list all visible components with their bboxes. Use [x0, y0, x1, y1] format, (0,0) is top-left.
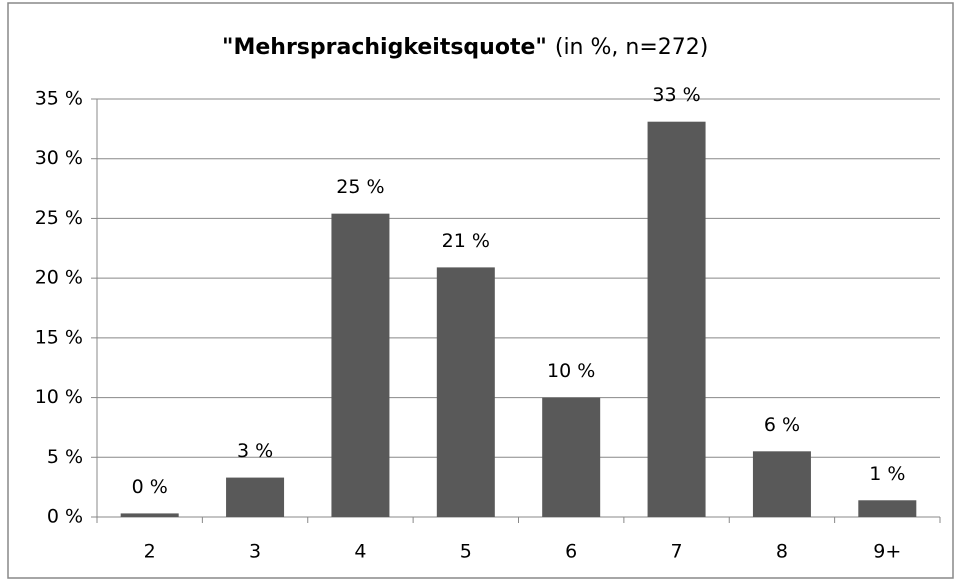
y-tick-label: 30 % — [35, 147, 83, 169]
y-tick-label: 0 % — [47, 506, 83, 528]
y-tick-label: 15 % — [35, 326, 83, 348]
data-label: 6 % — [764, 414, 800, 436]
x-tick-label: 3 — [249, 541, 261, 563]
x-tick-label: 4 — [354, 541, 366, 563]
data-label: 21 % — [442, 230, 490, 252]
y-tick-label: 35 % — [35, 88, 83, 110]
y-tick-label: 10 % — [35, 386, 83, 408]
x-tick-label: 8 — [776, 541, 788, 563]
chart-title: "Mehrsprachigkeitsquote" — [222, 35, 547, 60]
x-tick-label: 5 — [460, 541, 472, 563]
data-label: 0 % — [132, 476, 168, 498]
bar — [120, 513, 179, 517]
y-tick-label: 20 % — [35, 267, 83, 289]
x-tick-label: 2 — [144, 541, 156, 563]
bar — [542, 397, 601, 517]
data-label: 33 % — [652, 84, 700, 106]
y-tick-label: 25 % — [35, 207, 83, 229]
bar — [858, 500, 917, 517]
chart-subtitle: (in %, n=272) — [555, 35, 708, 60]
bar — [752, 451, 811, 517]
chart-title-group: "Mehrsprachigkeitsquote" (in %, n=272) — [222, 35, 708, 60]
data-label: 25 % — [336, 176, 384, 198]
data-label: 3 % — [237, 440, 273, 462]
x-tick-label: 6 — [565, 541, 577, 563]
data-label: 1 % — [869, 463, 905, 485]
bar — [331, 213, 390, 517]
x-tick-label: 9+ — [873, 541, 901, 563]
bar — [226, 477, 285, 517]
y-tick-label: 5 % — [47, 446, 83, 468]
bar — [647, 121, 706, 517]
x-tick-label: 7 — [671, 541, 683, 563]
bar — [436, 267, 495, 517]
data-label: 10 % — [547, 360, 595, 382]
